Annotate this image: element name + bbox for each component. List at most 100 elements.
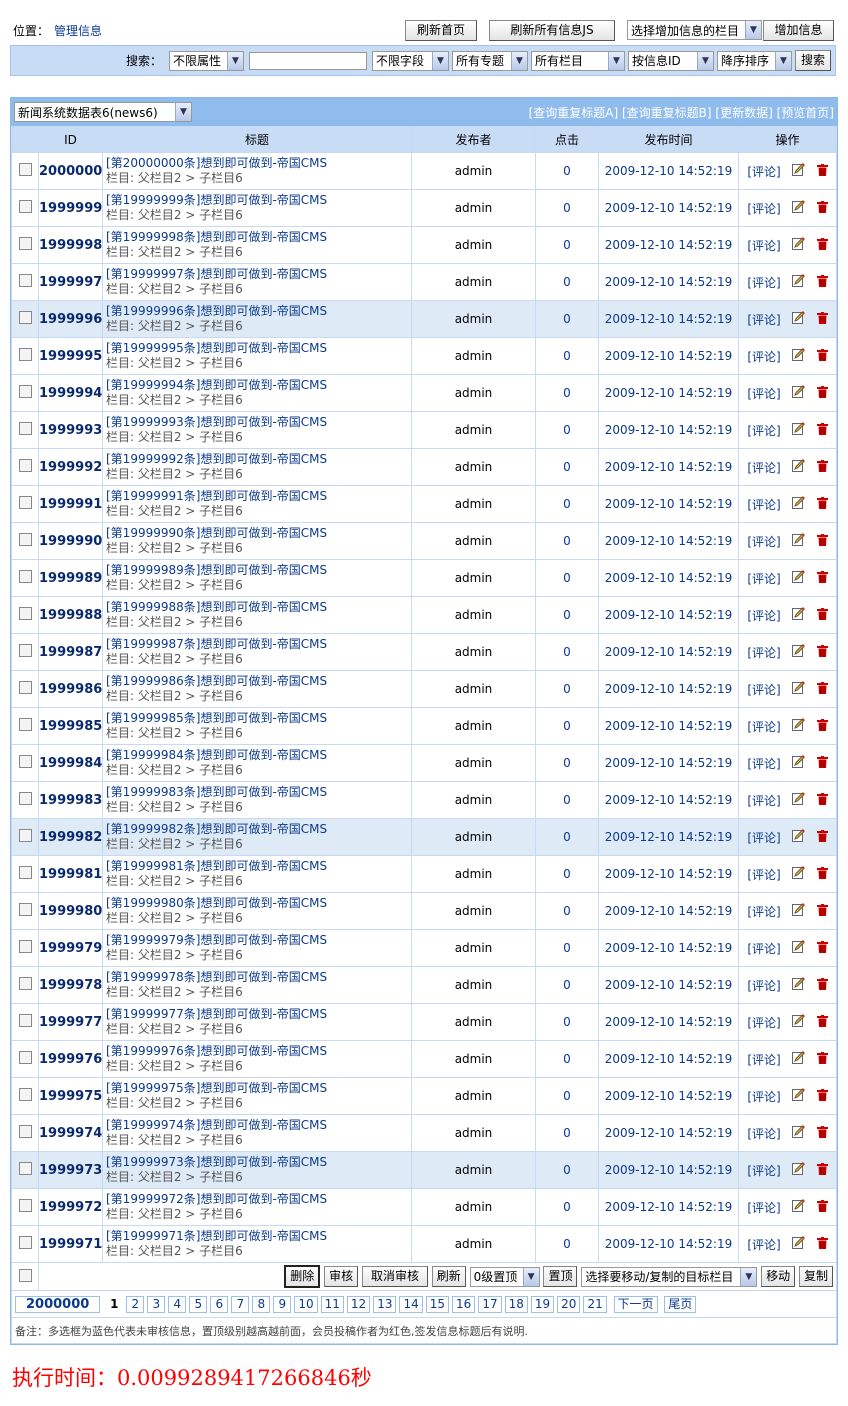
- approve-button[interactable]: 审核: [324, 1266, 359, 1287]
- row-title-link[interactable]: [第19999978条]想到即可做到-帝国CMS: [106, 970, 328, 984]
- row-checkbox[interactable]: [18, 829, 32, 842]
- edit-icon[interactable]: [792, 236, 805, 253]
- edit-icon[interactable]: [792, 1161, 805, 1178]
- row-checkbox[interactable]: [18, 1236, 32, 1249]
- row-title-link[interactable]: [第19999999条]想到即可做到-帝国CMS: [106, 193, 328, 207]
- comment-link[interactable]: [评论]: [747, 904, 781, 919]
- query-duplicate-b-link[interactable]: [查询重复标题B]: [621, 105, 712, 120]
- trash-icon[interactable]: [816, 163, 828, 179]
- row-checkbox[interactable]: [18, 1088, 32, 1101]
- page-link[interactable]: 12: [346, 1295, 371, 1313]
- row-checkbox[interactable]: [18, 940, 32, 953]
- row-title-link[interactable]: [第19999974条]想到即可做到-帝国CMS: [106, 1118, 328, 1132]
- trash-icon[interactable]: [816, 570, 828, 586]
- trash-icon[interactable]: [816, 459, 828, 475]
- page-link[interactable]: 18: [504, 1295, 528, 1313]
- row-checkbox[interactable]: [18, 274, 32, 287]
- order-by-select[interactable]: 按信息ID ▼: [627, 50, 714, 71]
- row-id[interactable]: 1999977: [38, 1003, 103, 1041]
- comment-link[interactable]: [评论]: [747, 1015, 781, 1030]
- row-title-link[interactable]: [第19999993条]想到即可做到-帝国CMS: [106, 415, 328, 429]
- row-id[interactable]: 1999989: [38, 559, 103, 597]
- trash-icon[interactable]: [816, 755, 828, 771]
- trash-icon[interactable]: [816, 385, 828, 401]
- row-id[interactable]: 1999971: [38, 1225, 103, 1263]
- row-title-link[interactable]: [第19999986条]想到即可做到-帝国CMS: [106, 674, 328, 688]
- row-title-link[interactable]: [第19999972条]想到即可做到-帝国CMS: [106, 1192, 328, 1206]
- row-title-link[interactable]: [第19999991条]想到即可做到-帝国CMS: [106, 489, 328, 503]
- page-link[interactable]: 7: [231, 1295, 250, 1313]
- trash-icon[interactable]: [816, 792, 828, 808]
- row-title-link[interactable]: [第19999971条]想到即可做到-帝国CMS: [106, 1229, 328, 1243]
- trash-icon[interactable]: [816, 1236, 828, 1252]
- comment-link[interactable]: [评论]: [747, 756, 781, 771]
- page-link[interactable]: 9: [273, 1295, 292, 1313]
- order-select[interactable]: 降序排序 ▼: [716, 50, 792, 71]
- edit-icon[interactable]: [792, 1050, 805, 1067]
- copy-button[interactable]: 复制: [798, 1266, 833, 1287]
- comment-link[interactable]: [评论]: [747, 867, 781, 882]
- comment-link[interactable]: [评论]: [747, 1237, 781, 1252]
- row-title-link[interactable]: [第19999979条]想到即可做到-帝国CMS: [106, 933, 328, 947]
- row-id[interactable]: 1999985: [38, 707, 103, 745]
- row-id[interactable]: 1999990: [38, 522, 103, 560]
- row-title-link[interactable]: [第19999992条]想到即可做到-帝国CMS: [106, 452, 328, 466]
- comment-link[interactable]: [评论]: [747, 534, 781, 549]
- comment-link[interactable]: [评论]: [747, 275, 781, 290]
- row-checkbox[interactable]: [18, 1162, 32, 1175]
- trash-icon[interactable]: [816, 866, 828, 882]
- row-id[interactable]: 1999981: [38, 855, 103, 893]
- page-link[interactable]: 15: [425, 1295, 450, 1313]
- edit-icon[interactable]: [792, 162, 805, 179]
- row-id[interactable]: 1999974: [38, 1114, 103, 1152]
- page-link[interactable]: 17: [478, 1295, 502, 1313]
- row-title-link[interactable]: [第19999998条]想到即可做到-帝国CMS: [106, 230, 328, 244]
- trash-icon[interactable]: [816, 903, 828, 919]
- attr-select[interactable]: 不限属性 ▼: [168, 50, 244, 71]
- edit-icon[interactable]: [792, 976, 805, 993]
- preview-home-link[interactable]: [预览首页]: [776, 105, 834, 120]
- comment-link[interactable]: [评论]: [747, 238, 781, 253]
- page-link[interactable]: 16: [452, 1295, 476, 1313]
- row-checkbox[interactable]: [18, 607, 32, 620]
- data-table-select[interactable]: 新闻系统数据表6(news6) ▼: [14, 102, 192, 122]
- row-id[interactable]: 1999984: [38, 744, 103, 782]
- row-id[interactable]: 1999997: [38, 263, 103, 301]
- comment-link[interactable]: [评论]: [747, 682, 781, 697]
- update-data-link[interactable]: [更新数据]: [715, 105, 773, 120]
- edit-icon[interactable]: [792, 1124, 805, 1141]
- comment-link[interactable]: [评论]: [747, 793, 781, 808]
- row-id[interactable]: 1999995: [38, 337, 103, 375]
- set-top-button[interactable]: 置顶: [543, 1266, 578, 1287]
- trash-icon[interactable]: [816, 200, 828, 216]
- trash-icon[interactable]: [816, 1125, 828, 1141]
- edit-icon[interactable]: [792, 1235, 805, 1252]
- row-title-link[interactable]: [第19999996条]想到即可做到-帝国CMS: [106, 304, 328, 318]
- trash-icon[interactable]: [816, 1088, 828, 1104]
- page-link[interactable]: 21: [583, 1295, 607, 1313]
- edit-icon[interactable]: [792, 939, 805, 956]
- comment-link[interactable]: [评论]: [747, 1052, 781, 1067]
- trash-icon[interactable]: [816, 644, 828, 660]
- edit-icon[interactable]: [792, 569, 805, 586]
- row-checkbox[interactable]: [18, 496, 32, 509]
- edit-icon[interactable]: [792, 754, 805, 771]
- location-link[interactable]: 管理信息: [54, 24, 103, 38]
- query-duplicate-a-link[interactable]: [查询重复标题A]: [528, 105, 619, 120]
- search-button[interactable]: 搜索: [794, 50, 831, 71]
- row-checkbox[interactable]: [18, 977, 32, 990]
- row-id[interactable]: 2000000: [38, 152, 103, 190]
- row-checkbox[interactable]: [18, 792, 32, 805]
- trash-icon[interactable]: [816, 274, 828, 290]
- comment-link[interactable]: [评论]: [747, 645, 781, 660]
- row-id[interactable]: 1999987: [38, 633, 103, 671]
- comment-link[interactable]: [评论]: [747, 830, 781, 845]
- row-checkbox[interactable]: [18, 422, 32, 435]
- edit-icon[interactable]: [792, 902, 805, 919]
- page-link[interactable]: 5: [189, 1295, 208, 1313]
- edit-icon[interactable]: [792, 865, 805, 882]
- page-link[interactable]: 20: [557, 1295, 581, 1313]
- edit-icon[interactable]: [792, 606, 805, 623]
- row-id[interactable]: 1999992: [38, 448, 103, 486]
- page-link[interactable]: 3: [147, 1295, 166, 1313]
